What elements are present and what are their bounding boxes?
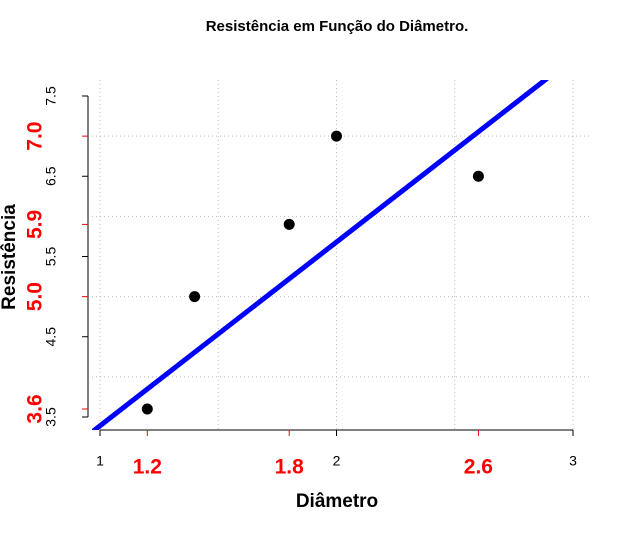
y-tick-label: 3.5 bbox=[43, 407, 59, 427]
y-tick-label-red: 5.0 bbox=[24, 282, 47, 311]
x-tick-label-red: 1.8 bbox=[275, 456, 305, 479]
fit-line bbox=[92, 80, 550, 430]
point bbox=[331, 130, 342, 142]
y-tick-label: 4.5 bbox=[43, 327, 59, 347]
x-tick-label-red: 1.2 bbox=[133, 456, 162, 479]
x-tick-label-red: 2.6 bbox=[464, 456, 493, 479]
y-tick-label: 6.5 bbox=[43, 166, 59, 186]
x-tick-label: 2 bbox=[333, 453, 341, 469]
y-tick-label: 5.5 bbox=[43, 247, 59, 267]
y-tick-label-red: 3.6 bbox=[24, 394, 47, 423]
point bbox=[283, 218, 295, 230]
plot-area bbox=[92, 80, 592, 430]
x-tick-label: 3 bbox=[569, 453, 577, 469]
y-axis-title: Resistência bbox=[0, 204, 20, 310]
chart-title: Resistência em Função do Diâmetro. bbox=[206, 18, 469, 35]
point bbox=[141, 403, 153, 415]
y-tick-label-red: 7.0 bbox=[24, 122, 47, 151]
x-axis-title: Diâmetro bbox=[296, 491, 378, 512]
point bbox=[189, 291, 201, 303]
y-tick-label-red: 5.9 bbox=[24, 210, 47, 239]
y-tick-label: 7.5 bbox=[43, 86, 59, 106]
x-tick-label: 1 bbox=[96, 453, 104, 469]
point bbox=[472, 170, 484, 182]
